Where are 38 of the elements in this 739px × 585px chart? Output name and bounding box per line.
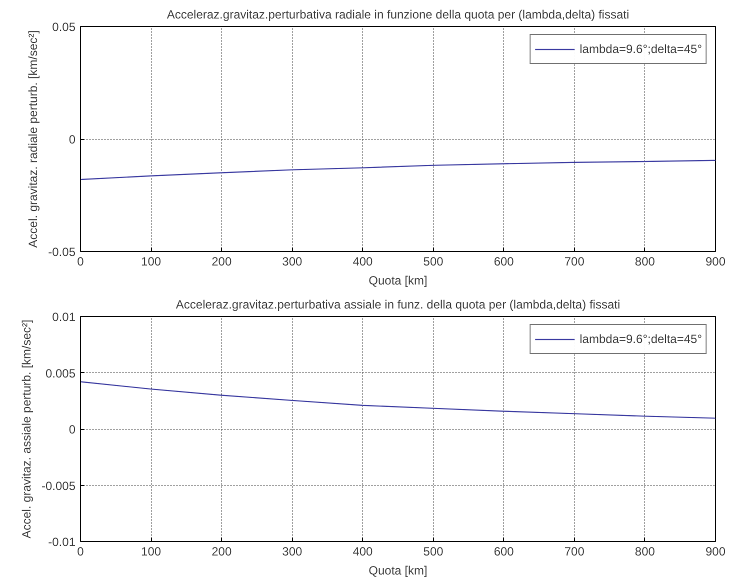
x-tick-label: 600: [494, 544, 514, 558]
line-series: [80, 160, 716, 180]
x-tick-label: 800: [634, 254, 656, 268]
y-tick-label: 0.005: [45, 366, 76, 380]
x-tick-label: 0: [77, 254, 84, 268]
x-tick-label: 100: [141, 254, 162, 268]
x-tick-label: 400: [352, 254, 374, 268]
y-axis-title: Accel. gravitaz. radiale perturb. [km/sec²]: [26, 30, 40, 248]
x-tick-label: 200: [212, 254, 232, 268]
x-tick-label: 500: [423, 254, 444, 268]
x-tick-label: 900: [705, 544, 726, 558]
y-tick-label: 0.05: [52, 20, 76, 34]
legend-label: lambda=9.6°;delta=45°: [580, 42, 702, 56]
y-tick-label: -0.005: [41, 478, 76, 493]
legend-label: lambda=9.6°;delta=45°: [580, 332, 702, 346]
y-tick-label: -0.01: [48, 535, 76, 549]
x-tick-label: 300: [282, 254, 303, 268]
x-tick-label: 300: [282, 544, 303, 558]
chart-title: Acceleraz.gravitaz.perturbativa assiale in funz. della quota per (lambda,delta) fissati: [176, 298, 620, 312]
x-tick-label: 200: [212, 544, 232, 558]
y-tick-label: -0.05: [48, 245, 76, 259]
line-series: [80, 381, 716, 419]
x-tick-label: 700: [564, 544, 585, 558]
y-tick-label: 0.01: [52, 310, 76, 324]
x-tick-label: 100: [141, 544, 162, 558]
x-tick-label: 0: [77, 544, 84, 558]
x-tick-label: 500: [423, 544, 444, 558]
y-tick-label: 0: [68, 132, 76, 146]
x-axis-title: Quota [km]: [368, 564, 428, 578]
y-axis-title: Accel. gravitaz. assiale perturb. [km/sec²]: [19, 320, 34, 538]
x-tick-label: 900: [705, 254, 726, 268]
x-tick-label: 800: [634, 544, 656, 558]
chart-title: Acceleraz.gravitaz.perturbativa radiale in funzione della quota per (lambda,delta) fissati: [166, 8, 630, 22]
x-axis-title: Quota [km]: [368, 274, 428, 288]
x-tick-label: 600: [494, 254, 514, 268]
y-tick-label: 0: [68, 422, 76, 436]
x-tick-label: 700: [564, 254, 585, 268]
x-tick-label: 400: [352, 544, 374, 558]
